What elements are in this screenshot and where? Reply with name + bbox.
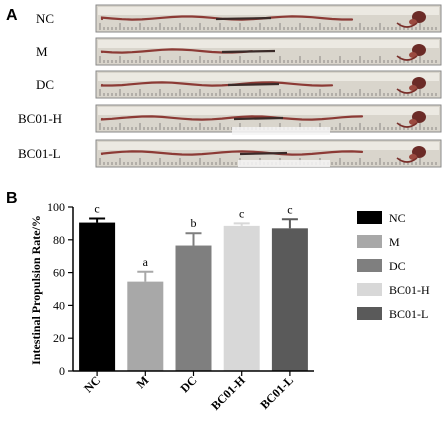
duodenum-loop <box>396 88 418 94</box>
bar <box>175 245 212 371</box>
dark-segment <box>233 116 284 121</box>
duodenum-loop <box>396 22 418 28</box>
glare <box>232 127 330 135</box>
legend-label: NC <box>389 211 406 225</box>
panel-a-letter: A <box>6 7 18 24</box>
x-tick-label: DC <box>177 373 199 395</box>
row-label: NC <box>36 11 54 26</box>
intestine-strip <box>100 81 334 87</box>
intestine-strip <box>100 150 364 156</box>
legend-label: DC <box>389 259 406 273</box>
panel-a-photos: NC M DC BC01-H BC01-L <box>18 4 442 168</box>
legend-swatch <box>357 235 382 248</box>
tray-highlight <box>98 142 439 150</box>
bar-chart: 0 20 40 60 80 100 c a b c c NC M DC BC01-H BC01-L Int… <box>29 200 314 413</box>
y-tick-label: 100 <box>47 200 65 214</box>
legend-swatch <box>357 307 382 320</box>
legend-label: M <box>389 235 400 249</box>
legend-label: BC01-L <box>389 307 428 321</box>
dark-segment <box>221 49 276 54</box>
bars-group: c a b c c <box>79 201 308 371</box>
y-tick-label: 20 <box>53 331 65 345</box>
row-label: BC01-L <box>18 146 61 161</box>
tray-highlight <box>98 73 439 81</box>
y-tick-label: 0 <box>59 364 65 378</box>
row-label: M <box>36 44 48 59</box>
dark-segment <box>239 151 288 156</box>
legend-label: BC01-H <box>389 283 430 297</box>
glare <box>238 160 330 167</box>
x-tick-label: NC <box>81 373 103 395</box>
tray-highlight <box>98 107 439 115</box>
row-label: DC <box>36 77 54 92</box>
significance-label: c <box>94 201 99 215</box>
tray-highlight <box>98 7 439 15</box>
duodenum-loop <box>396 55 418 61</box>
significance-label: b <box>191 216 197 230</box>
intestine-strip <box>100 115 364 121</box>
y-axis-label: Intestinal Propulsion Rate/% <box>29 215 43 365</box>
ruler <box>99 56 437 63</box>
bar <box>271 228 308 371</box>
bar <box>79 222 116 371</box>
x-tick-label: BC01-L <box>257 373 296 412</box>
legend-swatch <box>357 259 382 272</box>
y-tick-label: 60 <box>53 266 65 280</box>
y-tick-label: 40 <box>53 298 65 312</box>
bar <box>127 281 164 371</box>
duodenum-loop <box>396 157 418 163</box>
y-tick-label: 80 <box>53 233 65 247</box>
significance-label: c <box>239 206 244 220</box>
duodenum-loop <box>396 122 418 128</box>
row-label: BC01-H <box>18 111 62 126</box>
significance-label: a <box>143 255 149 269</box>
ruler <box>99 89 437 96</box>
panel-b-letter: B <box>6 190 18 207</box>
y-axis: 0 20 40 60 80 100 <box>47 200 74 378</box>
x-axis: NC M DC BC01-H BC01-L <box>73 370 314 413</box>
bar <box>223 225 260 371</box>
x-tick-label: M <box>134 373 152 391</box>
significance-label: c <box>287 202 292 216</box>
tray-highlight <box>98 40 439 48</box>
legend-swatch <box>357 283 382 296</box>
legend: NC M DC BC01-H BC01-L <box>357 211 430 321</box>
legend-swatch <box>357 211 382 224</box>
dark-segment <box>215 16 272 21</box>
ruler <box>99 23 437 30</box>
dark-segment <box>227 82 280 87</box>
x-tick-label: BC01-H <box>208 373 248 413</box>
